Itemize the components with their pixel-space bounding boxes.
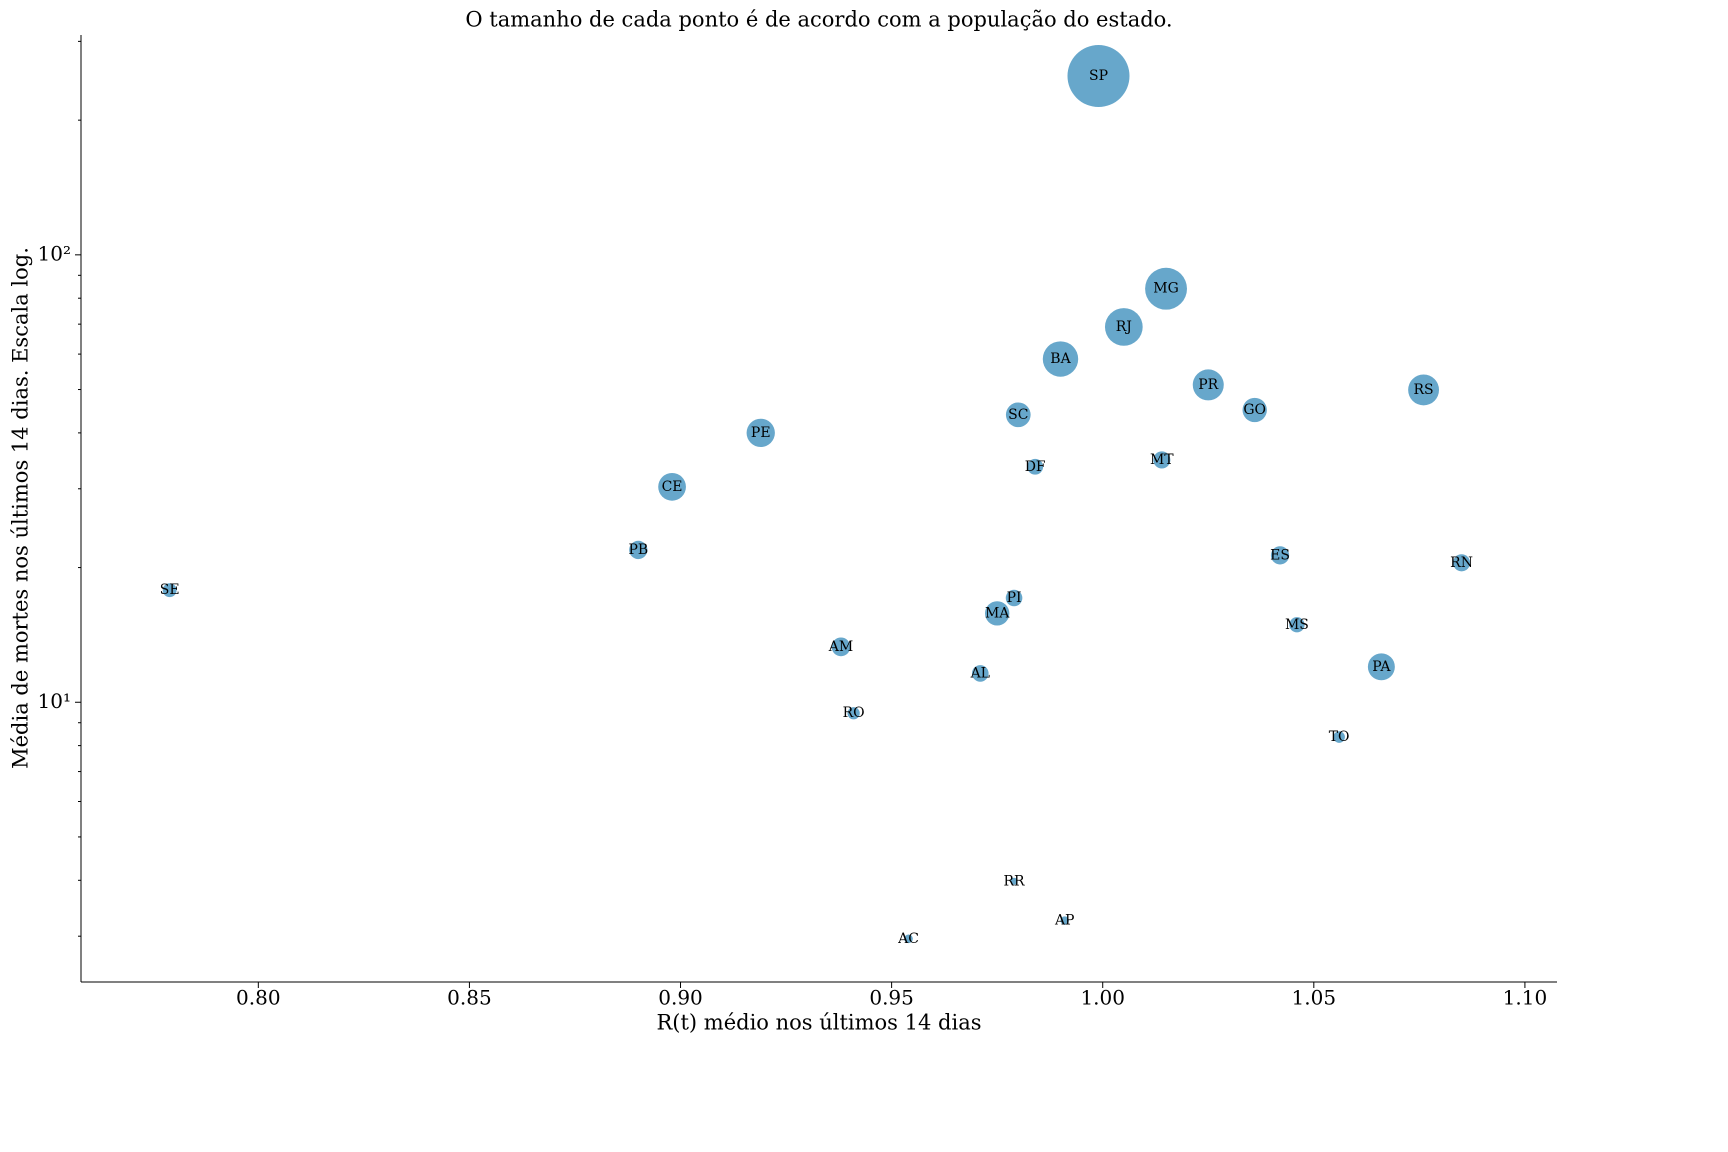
point-label: SE	[160, 582, 180, 598]
bubble	[1067, 45, 1130, 108]
x-axis-label: R(t) médio nos últimos 14 dias	[656, 1011, 981, 1035]
bubble	[629, 540, 648, 560]
bubble	[1242, 397, 1267, 423]
bubble	[1153, 451, 1171, 469]
bubble	[1005, 402, 1031, 428]
point-label: AC	[897, 931, 919, 947]
bubble	[1192, 369, 1224, 401]
point-label: MA	[985, 605, 1010, 621]
bubble	[1145, 267, 1187, 310]
point-label: RO	[843, 705, 865, 721]
y-tick-label: 10¹	[38, 689, 71, 713]
bubble	[1027, 458, 1044, 475]
y-tick-label: 10²	[38, 241, 71, 265]
y-axis-label: Média de mortes nos últimos 14 dias. Esc…	[9, 247, 33, 769]
x-tick-label: 0.90	[658, 986, 703, 1010]
point-label: AL	[970, 665, 990, 681]
bubble	[831, 637, 851, 657]
point-label: RS	[1414, 382, 1434, 398]
point-label: MS	[1285, 617, 1309, 633]
point-label: TO	[1329, 729, 1350, 745]
point-label: PR	[1198, 377, 1218, 393]
x-tick-label: 0.85	[447, 986, 492, 1010]
point-label: PA	[1372, 659, 1391, 675]
bubble	[746, 418, 775, 448]
point-label: MT	[1150, 452, 1174, 468]
point-label: RN	[1450, 555, 1473, 571]
bubble	[1060, 916, 1069, 925]
bubble	[1333, 731, 1345, 743]
bubble	[658, 472, 686, 501]
chart-title: O tamanho de cada ponto é de acordo com …	[465, 8, 1172, 32]
point-label: SC	[1008, 407, 1028, 423]
bubble	[1010, 877, 1018, 885]
bubble	[1270, 546, 1290, 565]
bubble	[1367, 653, 1395, 681]
point-label: SP	[1089, 68, 1108, 84]
point-label: CE	[662, 479, 683, 495]
point-label: RR	[1004, 873, 1026, 889]
point-label: ES	[1270, 547, 1290, 563]
point-label: PE	[751, 425, 771, 441]
x-tick-label: 0.95	[869, 986, 914, 1010]
point-label: MG	[1153, 281, 1179, 297]
bubble	[984, 601, 1010, 626]
point-label: PI	[1007, 590, 1022, 606]
point-label: PB	[628, 542, 648, 558]
point-label: RJ	[1116, 319, 1132, 335]
bubble	[1408, 374, 1440, 406]
point-label: GO	[1243, 402, 1266, 418]
x-tick-label: 0.80	[236, 986, 281, 1010]
bubble	[904, 934, 913, 944]
bubble	[1289, 617, 1305, 633]
bubble	[971, 665, 989, 682]
point-label: DF	[1025, 459, 1046, 475]
bubble	[1453, 554, 1471, 572]
point-label: BA	[1050, 351, 1071, 367]
x-tick-label: 1.10	[1503, 986, 1548, 1010]
point-label: AP	[1054, 913, 1075, 929]
bubble	[847, 707, 860, 720]
bubble	[1104, 308, 1143, 346]
point-label: AM	[828, 639, 853, 655]
bubble	[1005, 589, 1023, 607]
bubble	[162, 583, 177, 598]
bubble	[1042, 341, 1079, 377]
x-tick-label: 1.05	[1292, 986, 1337, 1010]
x-tick-label: 1.00	[1080, 986, 1125, 1010]
